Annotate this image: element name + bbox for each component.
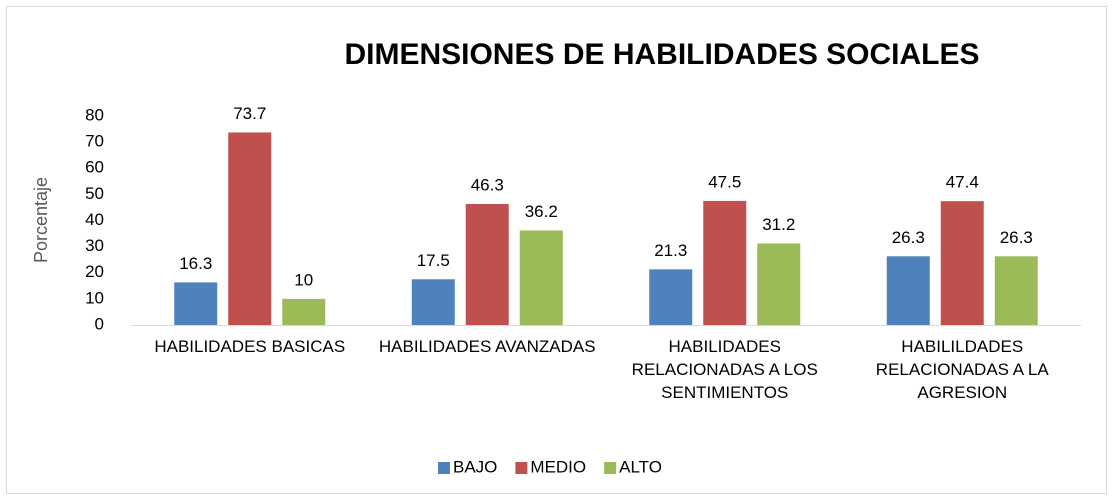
- legend-swatch: [438, 462, 450, 474]
- y-tick-label: 40: [85, 210, 104, 229]
- bar: [228, 132, 272, 325]
- bar: [174, 282, 218, 325]
- data-label: 10: [294, 270, 313, 289]
- data-label: 17.5: [417, 251, 450, 270]
- legend-swatch: [515, 462, 528, 474]
- data-label: 46.3: [471, 176, 504, 195]
- chart-title: DIMENSIONES DE HABILIDADES SOCIALES: [344, 38, 979, 71]
- y-tick-label: 20: [85, 262, 104, 281]
- data-label: 16.3: [179, 254, 212, 273]
- x-tick-label: HABILIDADES BASICAS: [154, 337, 346, 356]
- data-label: 21.3: [654, 241, 687, 260]
- x-tick-label-box: HABILIDADES BASICAS: [154, 337, 346, 356]
- legend-label: BAJO: [453, 457, 497, 476]
- x-tick-label-box: HABILIDADES RELACIONADAS A LOS SENTIMIEN…: [631, 337, 818, 402]
- bar: [886, 256, 930, 325]
- data-label: 26.3: [1000, 228, 1033, 247]
- bar: [411, 279, 455, 325]
- data-label: 47.4: [946, 173, 979, 192]
- data-label: 73.7: [233, 104, 266, 123]
- x-tick-label: HABILILDADES RELACIONADAS A LA AGRESION: [875, 337, 1049, 402]
- x-tick-label: HABILIDADES AVANZADAS: [378, 337, 596, 356]
- bar: [519, 230, 563, 325]
- y-tick-label: 0: [95, 314, 104, 333]
- legend-label: MEDIO: [530, 457, 586, 476]
- legend-label: ALTO: [619, 457, 662, 476]
- y-tick-label: 30: [85, 236, 104, 255]
- y-tick-label: 50: [85, 184, 104, 203]
- bar: [649, 269, 693, 325]
- y-tick-label: 10: [85, 288, 104, 307]
- bar: [465, 204, 509, 325]
- bar: [757, 243, 801, 325]
- bar: [994, 256, 1038, 325]
- x-tick-label: HABILIDADES RELACIONADAS A LOS SENTIMIEN…: [631, 337, 818, 402]
- y-tick-label: 60: [85, 158, 104, 177]
- y-axis-label: Porcentaje: [31, 177, 51, 263]
- data-label: 36.2: [525, 202, 558, 221]
- data-label: 47.5: [708, 172, 741, 191]
- data-label: 31.2: [762, 215, 795, 234]
- bar: [703, 200, 747, 325]
- x-tick-label-box: HABILILDADES RELACIONADAS A LA AGRESION: [875, 337, 1049, 402]
- bar: [940, 201, 984, 325]
- data-label: 26.3: [892, 228, 925, 247]
- legend-swatch: [604, 462, 617, 474]
- y-tick-label: 70: [85, 132, 104, 151]
- y-tick-label: 80: [85, 105, 104, 124]
- x-tick-label-box: HABILIDADES AVANZADAS: [378, 337, 596, 356]
- bar: [282, 298, 326, 325]
